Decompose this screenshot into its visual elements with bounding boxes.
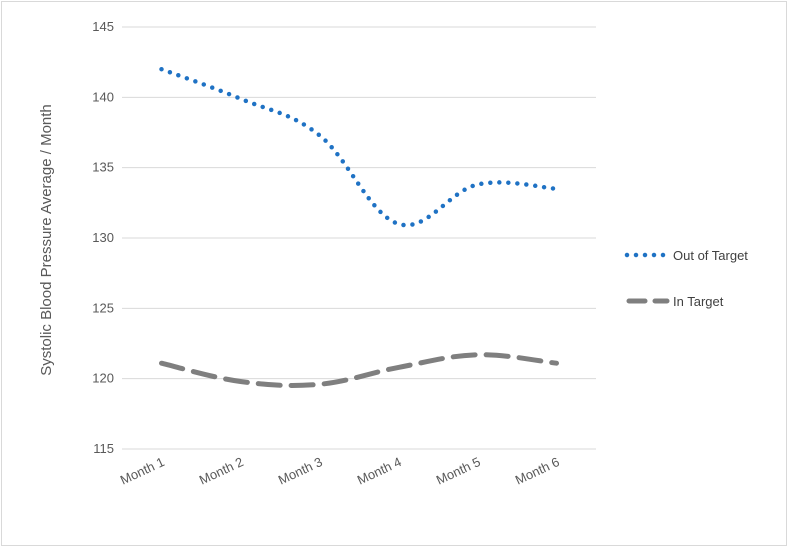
legend: Out of Target In Target xyxy=(624,248,748,309)
series-line-out-of-target xyxy=(159,66,559,228)
x-tick-labels: Month 1 Month 2 Month 3 Month 4 Month 5 Month… xyxy=(118,454,562,487)
legend-label: In Target xyxy=(673,294,724,309)
x-tick-label: Month 1 xyxy=(118,454,167,487)
series-lines xyxy=(159,66,559,389)
y-tick-label: 125 xyxy=(92,300,114,315)
y-tick-label: 130 xyxy=(92,230,114,245)
y-tick-label: 135 xyxy=(92,160,114,175)
y-tick-label: 115 xyxy=(93,441,114,456)
y-axis-label: Systolic Blood Pressure Average / Month xyxy=(38,104,55,376)
y-tick-label: 140 xyxy=(92,89,114,104)
y-tick-labels: 115 120 125 130 135 140 145 xyxy=(92,19,114,456)
series-line-in-target xyxy=(159,352,559,389)
x-tick-label: Month 6 xyxy=(513,454,562,487)
gridlines xyxy=(122,26,596,450)
x-tick-label: Month 4 xyxy=(355,454,404,487)
x-tick-label: Month 2 xyxy=(197,454,246,487)
x-tick-label: Month 5 xyxy=(434,454,483,487)
y-tick-label: 120 xyxy=(92,371,114,386)
x-tick-label: Month 3 xyxy=(276,454,325,487)
y-tick-label: 145 xyxy=(92,19,114,34)
legend-label: Out of Target xyxy=(673,248,748,263)
